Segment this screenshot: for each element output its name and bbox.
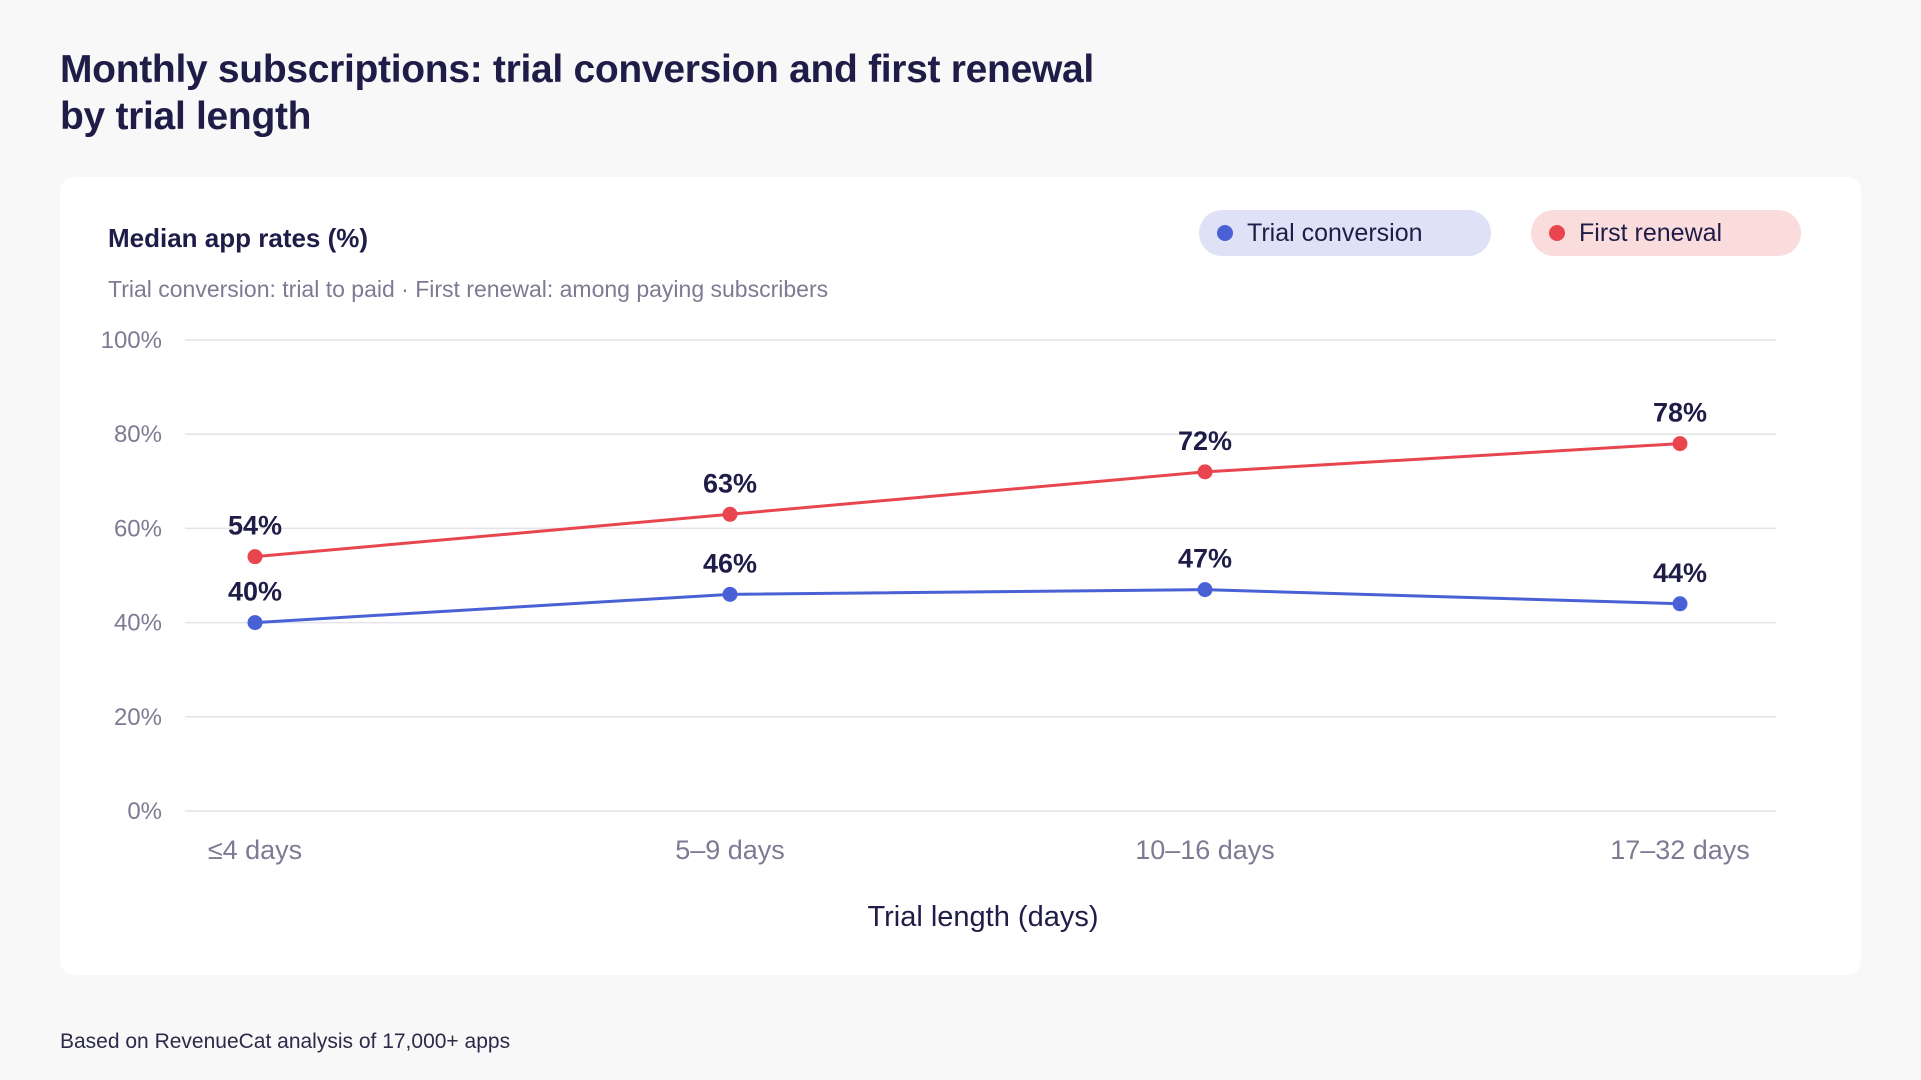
series-line-renewal xyxy=(254,442,1681,559)
y-tick-label: 20% xyxy=(114,704,162,731)
series-layer xyxy=(247,436,1688,631)
data-point-renewal xyxy=(1197,464,1213,480)
data-label-trial: 44% xyxy=(1653,558,1707,588)
legend-item-first-renewal: First renewal xyxy=(1531,210,1801,256)
page-title-line-1: Monthly subscriptions: trial conversion … xyxy=(60,48,1094,91)
chart-card: Median app rates (%) Trial conversion: t… xyxy=(60,177,1861,975)
legend-label-trial-conversion: Trial conversion xyxy=(1247,218,1423,247)
series-line-trial xyxy=(254,588,1681,625)
panel-title: Median app rates (%) xyxy=(108,223,369,253)
legend-label-first-renewal: First renewal xyxy=(1579,218,1723,247)
page-title-line-2: by trial length xyxy=(60,95,312,138)
data-label-trial: 40% xyxy=(228,577,282,607)
y-tick-label: 60% xyxy=(114,515,162,542)
legend-item-trial-conversion: Trial conversion xyxy=(1199,210,1491,256)
y-tick-label: 100% xyxy=(101,327,162,354)
legend-dot-icon xyxy=(1217,225,1233,241)
footnote: Based on RevenueCat analysis of 17,000+ … xyxy=(60,1030,511,1053)
line-chart: 0% 20% 40% 60% 80% 100% ≤4 days 5–9 days 10–16 … xyxy=(101,327,1776,933)
y-tick-label: 0% xyxy=(127,798,162,825)
x-axis-ticks: ≤4 days 5–9 days 10–16 days 17–32 days xyxy=(208,835,1750,865)
x-tick-label: 5–9 days xyxy=(675,835,785,865)
data-label-renewal: 63% xyxy=(703,468,757,498)
data-point-trial xyxy=(1672,596,1688,612)
legend-dot-icon xyxy=(1549,225,1565,241)
data-point-renewal xyxy=(247,549,263,565)
data-point-renewal xyxy=(1672,436,1688,452)
x-tick-label: 17–32 days xyxy=(1610,835,1750,865)
data-label-renewal: 78% xyxy=(1653,398,1707,428)
data-point-trial xyxy=(722,586,738,602)
y-tick-label: 40% xyxy=(114,610,162,637)
data-label-trial: 47% xyxy=(1178,544,1232,574)
data-label-renewal: 54% xyxy=(228,511,282,541)
data-label-trial: 46% xyxy=(703,548,757,578)
y-axis-ticks: 0% 20% 40% 60% 80% 100% xyxy=(101,327,162,825)
y-tick-label: 80% xyxy=(114,421,162,448)
x-axis-label: Trial length (days) xyxy=(867,901,1098,933)
data-point-renewal xyxy=(722,506,738,522)
page-title: Monthly subscriptions: trial conversion … xyxy=(60,46,1260,140)
data-point-trial xyxy=(1197,582,1213,598)
grid-layer xyxy=(185,339,1776,812)
data-labels: 40% 46% 47% 44% 54% 63% 72% 78% xyxy=(228,398,1707,607)
data-label-renewal: 72% xyxy=(1178,426,1232,456)
x-tick-label: ≤4 days xyxy=(208,835,302,865)
panel-subtitle: Trial conversion: trial to paid · First … xyxy=(108,276,829,302)
x-tick-label: 10–16 days xyxy=(1135,835,1275,865)
data-point-trial xyxy=(247,615,263,631)
chart-legend: Trial conversion First renewal xyxy=(1199,210,1801,256)
